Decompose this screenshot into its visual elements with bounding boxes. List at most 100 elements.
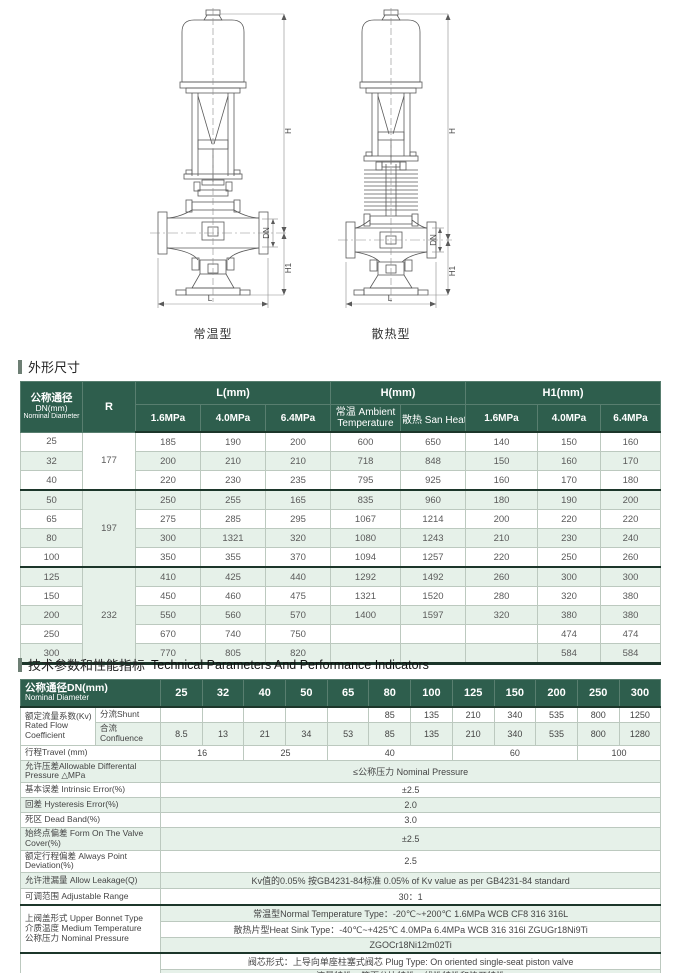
table-row: 允许泄漏量 Allow Leakage(Q) Kv值的0.05% 按GB4231-… bbox=[20, 872, 662, 890]
table-cell: 584 bbox=[599, 643, 662, 664]
table-row: 可调范围 Adjustable Range 30：1 bbox=[20, 888, 662, 906]
table-cell: 13 bbox=[201, 722, 245, 746]
table-row: 上阀盖形式 Upper Bonnet Type 介质温度 Medium Tempe… bbox=[20, 904, 662, 954]
table-cell: 474 bbox=[599, 624, 662, 644]
table-cell: 135 bbox=[410, 706, 453, 723]
shunt-label: 分流Shunt bbox=[95, 706, 161, 723]
table-cell: 740 bbox=[200, 624, 266, 644]
table-cell: 1257 bbox=[400, 547, 466, 568]
table-cell: 820 bbox=[265, 643, 331, 664]
travel-value: 25 bbox=[243, 744, 328, 761]
travel-value: 100 bbox=[576, 744, 662, 761]
table-cell: 584 bbox=[537, 643, 601, 664]
table-cell: 160 bbox=[465, 470, 538, 491]
table-row: 流量特性：等百分比特性、线性特性和快开特性Flow Characteristic… bbox=[21, 969, 662, 973]
label-line: Rated Flow bbox=[25, 720, 68, 731]
table-cell: 235 bbox=[265, 470, 331, 491]
dimension-arrows bbox=[158, 14, 287, 307]
header-ambient: 常温 Ambient Temperature bbox=[330, 404, 401, 433]
header-line: Nominal Diameter bbox=[23, 413, 80, 421]
table-cell bbox=[201, 706, 245, 723]
section-title-text-zh: 技术参数和性能指标 bbox=[28, 658, 146, 673]
table-row: 散热片型Heat Sink Type：-40℃~+425℃ 4.0MPa 6.4… bbox=[21, 921, 662, 939]
table-cell: 180 bbox=[465, 489, 538, 510]
table-row: 40 220 230 235 795 925 160 170 180 bbox=[20, 470, 662, 491]
table-cell: 85 bbox=[368, 706, 412, 723]
table-cell: 440 bbox=[265, 566, 331, 587]
table-row: 250 670 740 750 474 474 bbox=[20, 624, 662, 644]
parameters-table-wrap: 公称通径DN(mm) Nominal Diameter 25 32 40 50 65 80… bbox=[20, 679, 662, 973]
table-cell: 1280 bbox=[618, 722, 662, 746]
header-san-heat: 散热 San Heat bbox=[400, 404, 466, 433]
table-cell: 285 bbox=[200, 509, 266, 529]
table-cell: 925 bbox=[400, 470, 466, 491]
table-cell: 230 bbox=[200, 470, 266, 491]
table-cell: 275 bbox=[135, 509, 201, 529]
table-cell: 670 bbox=[135, 624, 201, 644]
header-dn-column: 65 bbox=[326, 679, 370, 708]
table-cell: 200 bbox=[135, 451, 201, 471]
table-cell: 425 bbox=[200, 566, 266, 587]
dn-cell: 50 bbox=[20, 489, 83, 510]
section-marker bbox=[18, 359, 22, 374]
table-cell: 1492 bbox=[400, 566, 466, 587]
bonnet-value: 常温型Normal Temperature Type：-20℃~+200℃ 1.… bbox=[159, 904, 662, 923]
table-cell: 1214 bbox=[400, 509, 466, 529]
section-marker bbox=[18, 657, 22, 672]
header-dn-column: 200 bbox=[535, 679, 578, 708]
table-row: 死区 Dead Band(%) 3.0 bbox=[20, 812, 662, 829]
table-cell: 1321 bbox=[330, 586, 401, 606]
table-row: 50 197 250 255 165 835 960 180 190 200 bbox=[20, 489, 662, 568]
header-line: 公称通径DN(mm) bbox=[25, 681, 108, 694]
table-row: 额定行程偏差 Always Point Deviation(%) 2.5 bbox=[20, 849, 662, 874]
table-cell: 170 bbox=[599, 451, 662, 471]
table-cell: 8.5 bbox=[160, 722, 203, 746]
value-line: 流量特性：等百分比特性、线性特性和快开特性 bbox=[163, 971, 658, 973]
section-title-text-en: Technical Parameters And Performance Ind… bbox=[151, 657, 429, 672]
param-label: 允许泄漏量 Allow Leakage(Q) bbox=[20, 872, 161, 890]
dn-cell: 250 bbox=[20, 624, 83, 644]
table-cell: 21 bbox=[243, 722, 287, 746]
table-cell: 85 bbox=[368, 722, 412, 746]
travel-label: 行程Travel (mm) bbox=[20, 744, 161, 761]
table-cell: 1400 bbox=[330, 605, 401, 625]
label-line: 介质温度 Medium Temperature bbox=[25, 923, 142, 934]
table-cell: 795 bbox=[330, 470, 401, 491]
table-cell: 474 bbox=[537, 624, 601, 644]
valve-drawing-normal-temperature: H H1 DN L bbox=[136, 6, 296, 323]
r-cell: 232 bbox=[82, 566, 136, 664]
header-mpa: 1.6MPa bbox=[135, 404, 201, 433]
table-row: 阀内组件 Valve Components 阀芯形式：上导向单座柱塞式阀芯 Plu… bbox=[20, 952, 662, 973]
dn-cell: 65 bbox=[20, 509, 83, 529]
table-cell: 960 bbox=[400, 489, 466, 510]
table-cell: 380 bbox=[599, 605, 662, 625]
table-cell: 550 bbox=[135, 605, 201, 625]
table-row: 允许压差Allowable Differental Pressure △MPa ≤… bbox=[20, 759, 662, 784]
table-cell: 1250 bbox=[618, 706, 662, 723]
table-cell: 475 bbox=[265, 586, 331, 606]
table-cell: 210 bbox=[451, 706, 495, 723]
header-nominal-diameter: 公称通径DN(mm) Nominal Diameter bbox=[20, 679, 161, 708]
bonnet-value: 散热片型Heat Sink Type：-40℃~+425℃ 4.0MPa 6.4… bbox=[159, 921, 662, 939]
dimension-lines bbox=[157, 13, 285, 308]
dn-cell: 200 bbox=[20, 605, 83, 625]
table-cell: 170 bbox=[537, 470, 601, 491]
table-cell: 560 bbox=[200, 605, 266, 625]
table-cell: 1067 bbox=[330, 509, 401, 529]
table-cell: 835 bbox=[330, 489, 401, 510]
param-value: 2.0 bbox=[159, 797, 662, 814]
centerlines bbox=[150, 8, 288, 302]
section-title-text: 外形尺寸 bbox=[28, 360, 81, 375]
table-row: 回差 Hysteresis Error(%) 2.0 bbox=[20, 797, 662, 814]
table-row: 25 177 185 190 200 600 650 140 150 160 bbox=[20, 431, 662, 491]
table-cell: 718 bbox=[330, 451, 401, 471]
table-cell: 210 bbox=[265, 451, 331, 471]
dim-h-label: H bbox=[284, 128, 293, 134]
table-cell: 320 bbox=[265, 528, 331, 548]
table-cell: 1080 bbox=[330, 528, 401, 548]
table-cell: 370 bbox=[265, 547, 331, 568]
confluence-label: 合流Confluence bbox=[95, 722, 161, 746]
param-value: 2.5 bbox=[159, 849, 662, 874]
table-cell: 300 bbox=[537, 566, 601, 587]
table-cell bbox=[330, 643, 401, 664]
